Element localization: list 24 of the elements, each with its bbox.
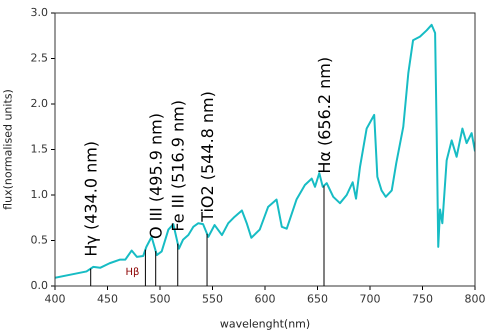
ref-line-label: O III (495.9 nm) (146, 113, 166, 240)
y-tick-label: 1.0 (30, 188, 48, 201)
y-axis-title: flux(normalised units) (1, 89, 14, 210)
y-tick-label: 2.0 (30, 96, 48, 110)
x-axis-title: wavelenght(nm) (220, 317, 310, 330)
x-tick-label: 800 (464, 292, 486, 306)
y-tick-label: 1.5 (30, 142, 48, 156)
ref-line-label: Hγ (434.0 nm) (82, 140, 101, 257)
y-tick-label: 0.0 (30, 278, 48, 292)
x-tick-label: 400 (44, 292, 66, 306)
x-tick-label: 600 (254, 292, 276, 306)
x-tick-label: 750 (412, 292, 433, 306)
x-tick-label: 550 (202, 292, 223, 306)
ref-line-label: Fe III (516.9 nm) (168, 100, 188, 232)
x-tick-label: 650 (307, 292, 328, 306)
y-tick-label: 2.5 (30, 51, 48, 64)
x-tick-label: 450 (97, 292, 118, 306)
x-tick-label: 500 (150, 292, 170, 306)
ref-line-label: TiO2 (544.8 nm) (198, 91, 218, 223)
y-tick-label: 3.0 (30, 6, 48, 19)
annotation: Hβ (126, 266, 140, 278)
x-tick-label: 700 (360, 292, 380, 306)
y-tick-label: 0.5 (30, 233, 48, 246)
ref-line-label: Hα (656.2 nm) (315, 56, 334, 174)
